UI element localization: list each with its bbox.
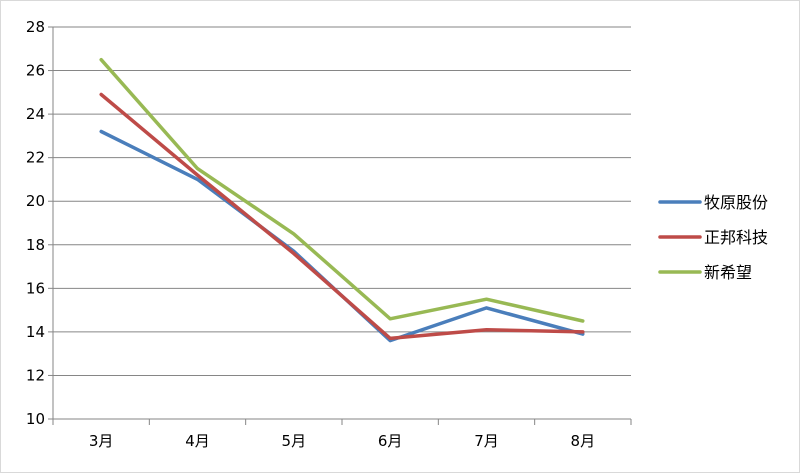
legend-label: 牧原股份	[704, 193, 768, 212]
y-tick-label: 28	[26, 18, 45, 36]
x-tick-label: 7月	[474, 432, 499, 450]
legend-item: 新希望	[658, 263, 752, 282]
y-tick-label: 18	[26, 236, 45, 254]
x-tick-label: 8月	[571, 432, 596, 450]
y-tick-label: 22	[26, 149, 45, 167]
series-line	[99, 57, 585, 323]
x-tick-label: 3月	[89, 432, 114, 450]
y-tick-label: 12	[26, 366, 45, 384]
series-group	[99, 129, 585, 343]
y-tick-label: 16	[26, 279, 45, 297]
series-group	[99, 92, 585, 341]
series-line	[99, 92, 585, 341]
legend-label: 正邦科技	[704, 228, 768, 247]
y-tick-label: 24	[26, 105, 45, 123]
series-lines	[99, 57, 585, 343]
series-group	[99, 57, 585, 323]
legend-label: 新希望	[704, 263, 752, 282]
y-tick-labels: 10 12 14 16 18 20 22 24 26 28	[26, 18, 45, 428]
y-tick-label: 26	[26, 62, 45, 80]
x-tick-label: 4月	[185, 432, 210, 450]
legend-item: 牧原股份	[658, 193, 768, 212]
legend-item: 正邦科技	[658, 228, 768, 247]
axes	[48, 26, 632, 425]
y-tick-label: 20	[26, 192, 45, 210]
x-tick-label: 5月	[282, 432, 307, 450]
y-tick-label: 10	[26, 410, 45, 428]
y-tick-label: 14	[26, 323, 45, 341]
gridlines	[53, 26, 631, 376]
series-line	[99, 129, 585, 343]
x-tick-labels: 3月 4月 5月 6月 7月 8月	[89, 432, 595, 450]
x-tick-label: 6月	[378, 432, 403, 450]
